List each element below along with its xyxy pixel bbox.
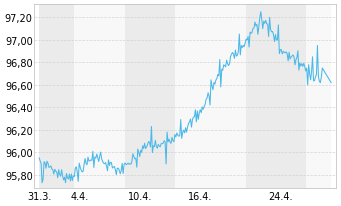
Bar <box>125 5 175 188</box>
Bar <box>246 5 306 188</box>
Bar <box>39 5 74 188</box>
Bar <box>306 5 331 188</box>
Bar <box>74 5 125 188</box>
Bar <box>175 5 246 188</box>
